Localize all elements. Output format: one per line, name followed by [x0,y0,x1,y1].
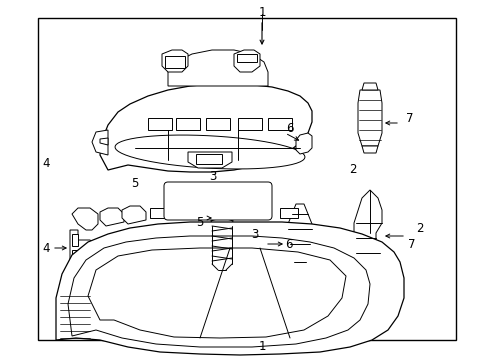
Text: 5: 5 [196,216,204,229]
Text: 3: 3 [209,170,217,183]
Polygon shape [176,118,200,130]
Polygon shape [100,84,312,172]
Polygon shape [150,208,168,218]
Ellipse shape [209,208,235,220]
Polygon shape [358,90,382,146]
Polygon shape [234,50,260,72]
Polygon shape [352,254,384,263]
Polygon shape [68,236,370,347]
Polygon shape [72,250,78,262]
FancyBboxPatch shape [164,182,272,220]
Polygon shape [250,208,268,218]
Polygon shape [72,234,78,246]
Polygon shape [88,248,346,338]
Polygon shape [268,118,292,130]
Text: 4: 4 [43,157,50,170]
Text: 1: 1 [258,5,266,18]
Polygon shape [100,208,124,226]
Text: 7: 7 [408,238,416,251]
Polygon shape [92,130,108,155]
Ellipse shape [209,214,235,222]
Text: 4: 4 [42,242,50,255]
Polygon shape [72,208,98,230]
Ellipse shape [211,219,233,225]
Polygon shape [115,135,305,169]
Polygon shape [354,190,382,258]
Polygon shape [215,208,233,218]
Text: 6: 6 [286,122,294,135]
Polygon shape [296,133,312,154]
Text: 7: 7 [406,112,414,125]
Text: 5: 5 [131,177,139,190]
Polygon shape [280,208,298,218]
Polygon shape [165,56,185,68]
Polygon shape [148,118,172,130]
Text: 2: 2 [349,163,357,176]
Polygon shape [182,208,200,218]
Text: 3: 3 [251,228,259,240]
Text: 2: 2 [416,221,424,234]
Polygon shape [196,154,222,164]
Polygon shape [70,230,94,266]
Text: 1: 1 [258,340,266,353]
Polygon shape [237,54,257,62]
Polygon shape [282,266,318,276]
Polygon shape [122,206,146,224]
Polygon shape [100,138,108,145]
Polygon shape [188,152,232,168]
Polygon shape [162,50,188,72]
Polygon shape [362,83,378,90]
Polygon shape [168,50,268,86]
Polygon shape [286,204,314,269]
Polygon shape [362,146,378,153]
Polygon shape [206,118,230,130]
Bar [38,18,456,340]
Polygon shape [238,118,262,130]
Text: 6: 6 [285,238,293,251]
Polygon shape [56,222,404,355]
